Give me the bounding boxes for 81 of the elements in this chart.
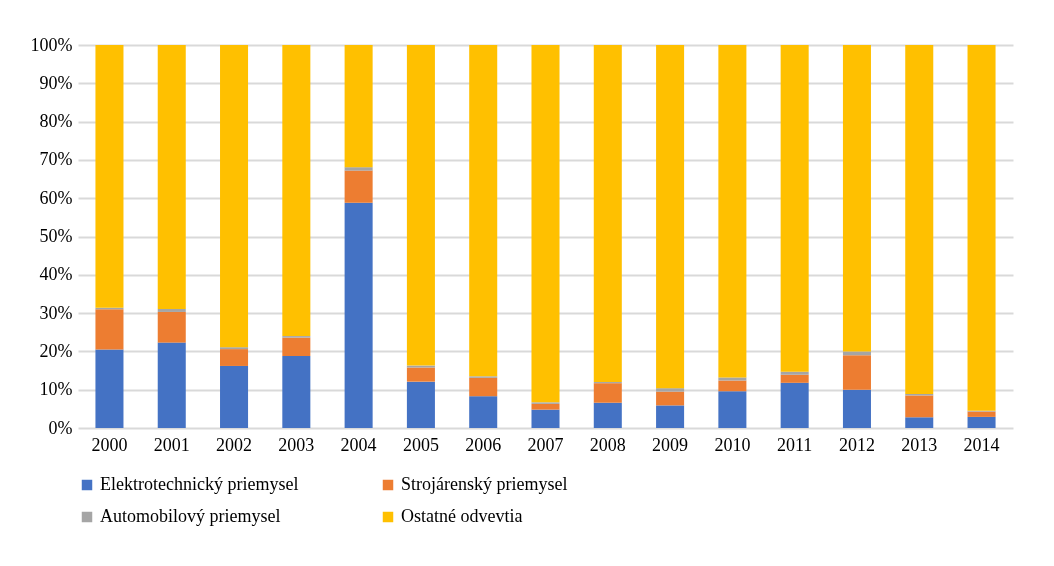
- bar: [282, 45, 311, 337]
- y-tick-label: 100%: [30, 34, 73, 55]
- x-tick-label: 2011: [777, 434, 813, 455]
- bar: [469, 396, 498, 428]
- y-tick-label: 20%: [39, 340, 73, 361]
- x-tick-label: 2000: [91, 434, 128, 455]
- legend-label: Elektrotechnický priemysel: [100, 474, 299, 494]
- legend-label: Strojárenský priemysel: [401, 474, 568, 494]
- bar: [469, 377, 498, 397]
- bar: [531, 403, 560, 410]
- x-tick-label: 2002: [216, 434, 253, 455]
- bar: [718, 380, 747, 392]
- bar: [157, 311, 186, 343]
- bar: [220, 365, 249, 428]
- bar: [656, 405, 685, 428]
- y-tick-label: 50%: [39, 226, 73, 246]
- x-tick-label: 2006: [465, 434, 502, 455]
- bar: [344, 202, 373, 428]
- y-tick-label: 60%: [39, 187, 73, 208]
- bar: [157, 45, 186, 309]
- bar: [718, 377, 747, 381]
- y-tick-label: 10%: [39, 379, 73, 400]
- bar: [220, 349, 249, 366]
- bar: [905, 395, 934, 418]
- bar: [842, 355, 871, 390]
- bar: [406, 45, 435, 366]
- y-tick-label: 30%: [39, 302, 73, 323]
- x-tick-label: 2012: [838, 434, 875, 455]
- bar: [157, 342, 186, 428]
- y-tick-label: 80%: [39, 111, 73, 132]
- bar: [905, 45, 934, 394]
- bar: [593, 45, 622, 383]
- bar: [842, 45, 871, 352]
- x-tick-label: 2004: [340, 434, 377, 455]
- bar: [469, 45, 498, 377]
- bar: [282, 356, 311, 428]
- bar: [842, 351, 871, 356]
- bar: [406, 367, 435, 382]
- legend-label: Ostatné odvevtia: [401, 506, 523, 526]
- legend-label: Automobilový priemysel: [100, 506, 281, 526]
- bar: [95, 349, 124, 428]
- x-tick-label: 2014: [963, 434, 1000, 455]
- bar: [531, 409, 560, 428]
- bar: [593, 402, 622, 428]
- y-tick-label: 90%: [39, 72, 73, 93]
- y-tick-label: 70%: [39, 149, 73, 170]
- x-tick-label: 2007: [527, 434, 564, 455]
- x-tick-label: 2008: [589, 434, 626, 455]
- bar: [780, 45, 809, 372]
- bar: [220, 45, 249, 348]
- bar: [344, 45, 373, 168]
- bar: [780, 382, 809, 428]
- bar: [656, 388, 685, 392]
- bar: [406, 381, 435, 428]
- bar: [842, 389, 871, 428]
- x-tick-label: 2005: [402, 434, 439, 455]
- bar: [344, 170, 373, 203]
- bar: [344, 167, 373, 171]
- bar: [780, 371, 809, 375]
- x-tick-label: 2001: [153, 434, 190, 455]
- x-tick-label: 2003: [278, 434, 315, 455]
- x-tick-label: 2013: [901, 434, 938, 455]
- bar: [157, 308, 186, 312]
- bar: [656, 391, 685, 406]
- bar: [718, 45, 747, 378]
- bar: [656, 45, 685, 389]
- bar: [593, 383, 622, 403]
- y-tick-label: 0%: [48, 417, 73, 438]
- bar: [718, 391, 747, 428]
- bar: [967, 45, 996, 411]
- x-tick-label: 2009: [652, 434, 689, 455]
- bar: [95, 45, 124, 308]
- bar: [967, 411, 996, 417]
- bar: [967, 416, 996, 428]
- bar: [531, 45, 560, 403]
- bar: [905, 417, 934, 428]
- x-tick-label: 2010: [714, 434, 751, 455]
- bar: [95, 309, 124, 350]
- bar: [780, 374, 809, 383]
- y-tick-label: 40%: [39, 264, 73, 285]
- bar: [282, 337, 311, 356]
